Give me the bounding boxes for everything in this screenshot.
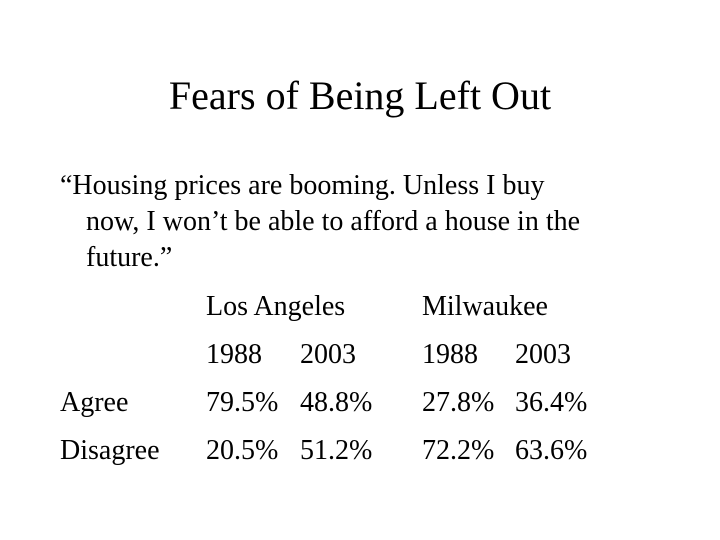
table-cell: 79.5%	[206, 387, 279, 418]
city-header-los-angeles: Los Angeles	[206, 291, 346, 322]
quote-line: “Housing prices are booming. Unless I bu…	[60, 170, 545, 201]
table-row-agree: Agree 79.5% 48.8% 27.8% 36.4%	[60, 379, 700, 427]
quote-line: now, I won’t be able to afford a house i…	[86, 206, 581, 237]
city-header-row: Los Angeles Milwaukee	[60, 283, 700, 331]
quote-line: future.”	[86, 242, 173, 273]
slide-title: Fears of Being Left Out	[168, 73, 552, 118]
year-header: 2003	[300, 339, 356, 370]
table-cell: 63.6%	[515, 435, 588, 466]
year-header-row: 1988 2003 1988 2003	[60, 331, 700, 379]
year-header: 1988	[206, 339, 262, 370]
row-label: Disagree	[60, 435, 160, 466]
table-cell: 36.4%	[515, 387, 588, 418]
table-cell: 20.5%	[206, 435, 279, 466]
table-cell: 48.8%	[300, 387, 373, 418]
city-header-milwaukee: Milwaukee	[422, 291, 548, 322]
survey-question: “Housing prices are booming. Unless I bu…	[60, 168, 700, 276]
table-row-disagree: Disagree 20.5% 51.2% 72.2% 63.6%	[60, 427, 700, 475]
year-header: 1988	[422, 339, 478, 370]
table-cell: 27.8%	[422, 387, 495, 418]
year-header: 2003	[515, 339, 571, 370]
table-cell: 72.2%	[422, 435, 495, 466]
table-cell: 51.2%	[300, 435, 373, 466]
row-label: Agree	[60, 387, 129, 418]
survey-results-table: Los Angeles Milwaukee 1988 2003 1988 200…	[60, 283, 700, 475]
